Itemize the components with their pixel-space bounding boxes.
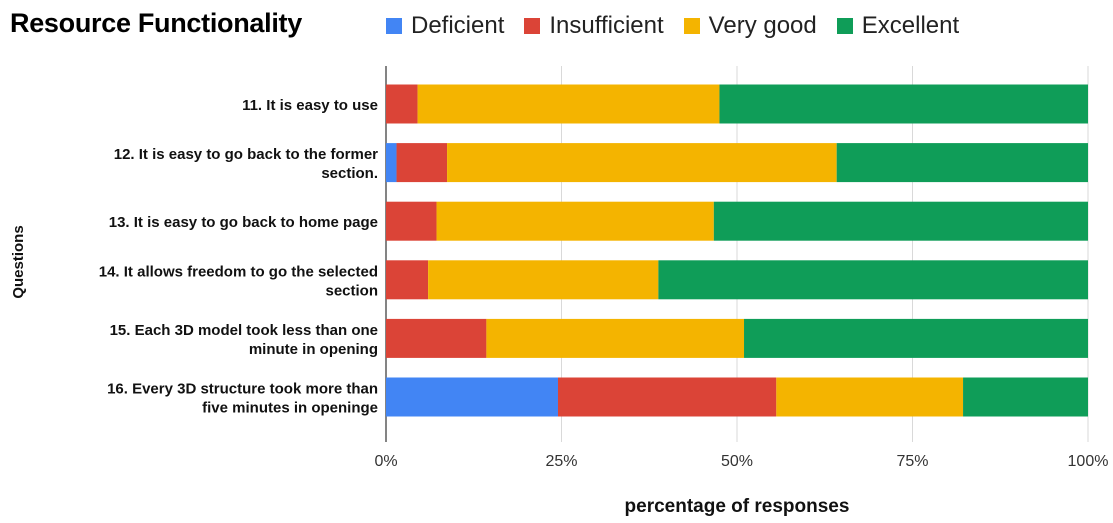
bar-segment xyxy=(963,377,1088,417)
bar-segment xyxy=(386,201,437,241)
x-tick-label: 75% xyxy=(896,453,928,470)
bar-segment xyxy=(744,318,1088,358)
legend-swatch xyxy=(836,18,853,34)
category-label: 15. Each 3D model took less than one xyxy=(110,322,378,339)
bar-segment xyxy=(386,84,418,124)
category-label: 16. Every 3D structure took more than xyxy=(107,381,378,398)
bar-segment xyxy=(386,377,558,417)
x-tick-label: 0% xyxy=(374,453,397,470)
category-label: 12. It is easy to go back to the former xyxy=(114,146,378,163)
bar-segment xyxy=(776,377,964,417)
bar-segment xyxy=(417,84,720,124)
bar-segment xyxy=(447,143,837,183)
legend-label: Very good xyxy=(708,12,817,39)
legend-swatch xyxy=(683,18,700,34)
legend-label: Excellent xyxy=(861,12,960,39)
chart-legend: Deficient Insufficient Very good Excellent xyxy=(386,12,979,40)
category-label: five minutes in openinge xyxy=(202,400,378,417)
bar-segment xyxy=(836,143,1088,183)
category-label: 14. It allows freedom to go the selected xyxy=(99,263,378,280)
legend-item: Deficient xyxy=(386,12,504,40)
x-tick-label: 50% xyxy=(721,453,753,470)
legend-swatch xyxy=(524,18,541,34)
bar-segment xyxy=(436,201,714,241)
chart-title: Resource Functionality xyxy=(10,8,302,38)
legend-item: Very good xyxy=(683,12,817,40)
bar-segment xyxy=(713,201,1088,241)
category-label: section xyxy=(325,282,378,299)
bar-segment xyxy=(386,143,397,183)
category-label: 11. It is easy to use xyxy=(242,97,378,114)
legend-item: Excellent xyxy=(836,12,960,40)
x-tick-label: 100% xyxy=(1068,453,1109,470)
bar-segment xyxy=(486,318,745,358)
bar-segment xyxy=(719,84,1088,124)
category-label: section. xyxy=(321,165,378,182)
legend-label: Insufficient xyxy=(549,12,664,39)
bar-segment xyxy=(386,318,487,358)
y-axis-title: Questions xyxy=(10,225,27,298)
category-label: minute in opening xyxy=(249,341,378,358)
legend-swatch xyxy=(386,18,402,34)
bar-segment xyxy=(658,260,1088,300)
legend-label: Deficient xyxy=(411,12,505,39)
bar-segment xyxy=(386,260,429,300)
x-tick-label: 25% xyxy=(545,453,577,470)
bar-segment xyxy=(396,143,448,183)
legend-item: Insufficient xyxy=(524,12,664,40)
bar-segment xyxy=(428,260,659,300)
category-label: 13. It is easy to go back to home page xyxy=(109,214,378,231)
bar-segment xyxy=(557,377,777,417)
x-axis-title: percentage of responses xyxy=(625,496,850,517)
